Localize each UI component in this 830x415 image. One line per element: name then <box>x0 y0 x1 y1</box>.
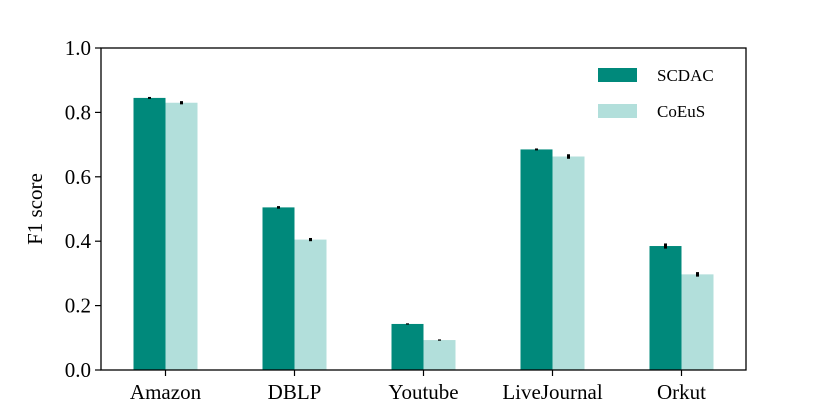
y-tick-label: 0.4 <box>65 229 92 253</box>
bar-coeus-youtube <box>423 340 456 370</box>
x-axis: Amazon DBLP Youtube LiveJournal Orkut <box>130 370 706 404</box>
y-tick-label: 0.8 <box>65 100 91 124</box>
bar-coeus-orkut <box>681 274 714 370</box>
bar-coeus-amazon <box>165 102 198 371</box>
legend-label-scdac: SCDAC <box>657 66 714 85</box>
y-tick-label: 0.6 <box>65 165 91 189</box>
y-axis-label: F1 score <box>23 173 47 245</box>
y-tick-label: 0.2 <box>65 294 91 318</box>
bar-scdac-livejournal <box>520 149 553 370</box>
legend-label-coeus: CoEuS <box>657 102 705 121</box>
bar-scdac-dblp <box>262 207 295 370</box>
bar-scdac-orkut <box>649 246 682 370</box>
error-bars-layer <box>148 96 699 341</box>
legend-swatch-coeus <box>598 104 637 118</box>
x-tick-label-orkut: Orkut <box>657 380 706 404</box>
x-tick-label-youtube: Youtube <box>388 380 458 404</box>
y-axis: 0.0 0.2 0.4 0.6 0.8 1.0 <box>65 36 101 382</box>
bar-coeus-dblp <box>294 239 327 370</box>
plot-frame <box>100 47 747 371</box>
bar-scdac-youtube <box>391 323 424 370</box>
bars-layer <box>133 97 714 371</box>
y-tick-label: 0.0 <box>65 358 91 382</box>
x-tick-label-livejournal: LiveJournal <box>502 380 602 404</box>
y-tick-label: 1.0 <box>65 36 91 60</box>
legend: SCDAC CoEuS <box>598 66 714 121</box>
x-tick-label-dblp: DBLP <box>268 380 322 404</box>
legend-swatch-scdac <box>598 68 637 82</box>
bar-scdac-amazon <box>133 97 166 370</box>
bar-coeus-livejournal <box>552 156 585 370</box>
x-tick-label-amazon: Amazon <box>130 380 202 404</box>
